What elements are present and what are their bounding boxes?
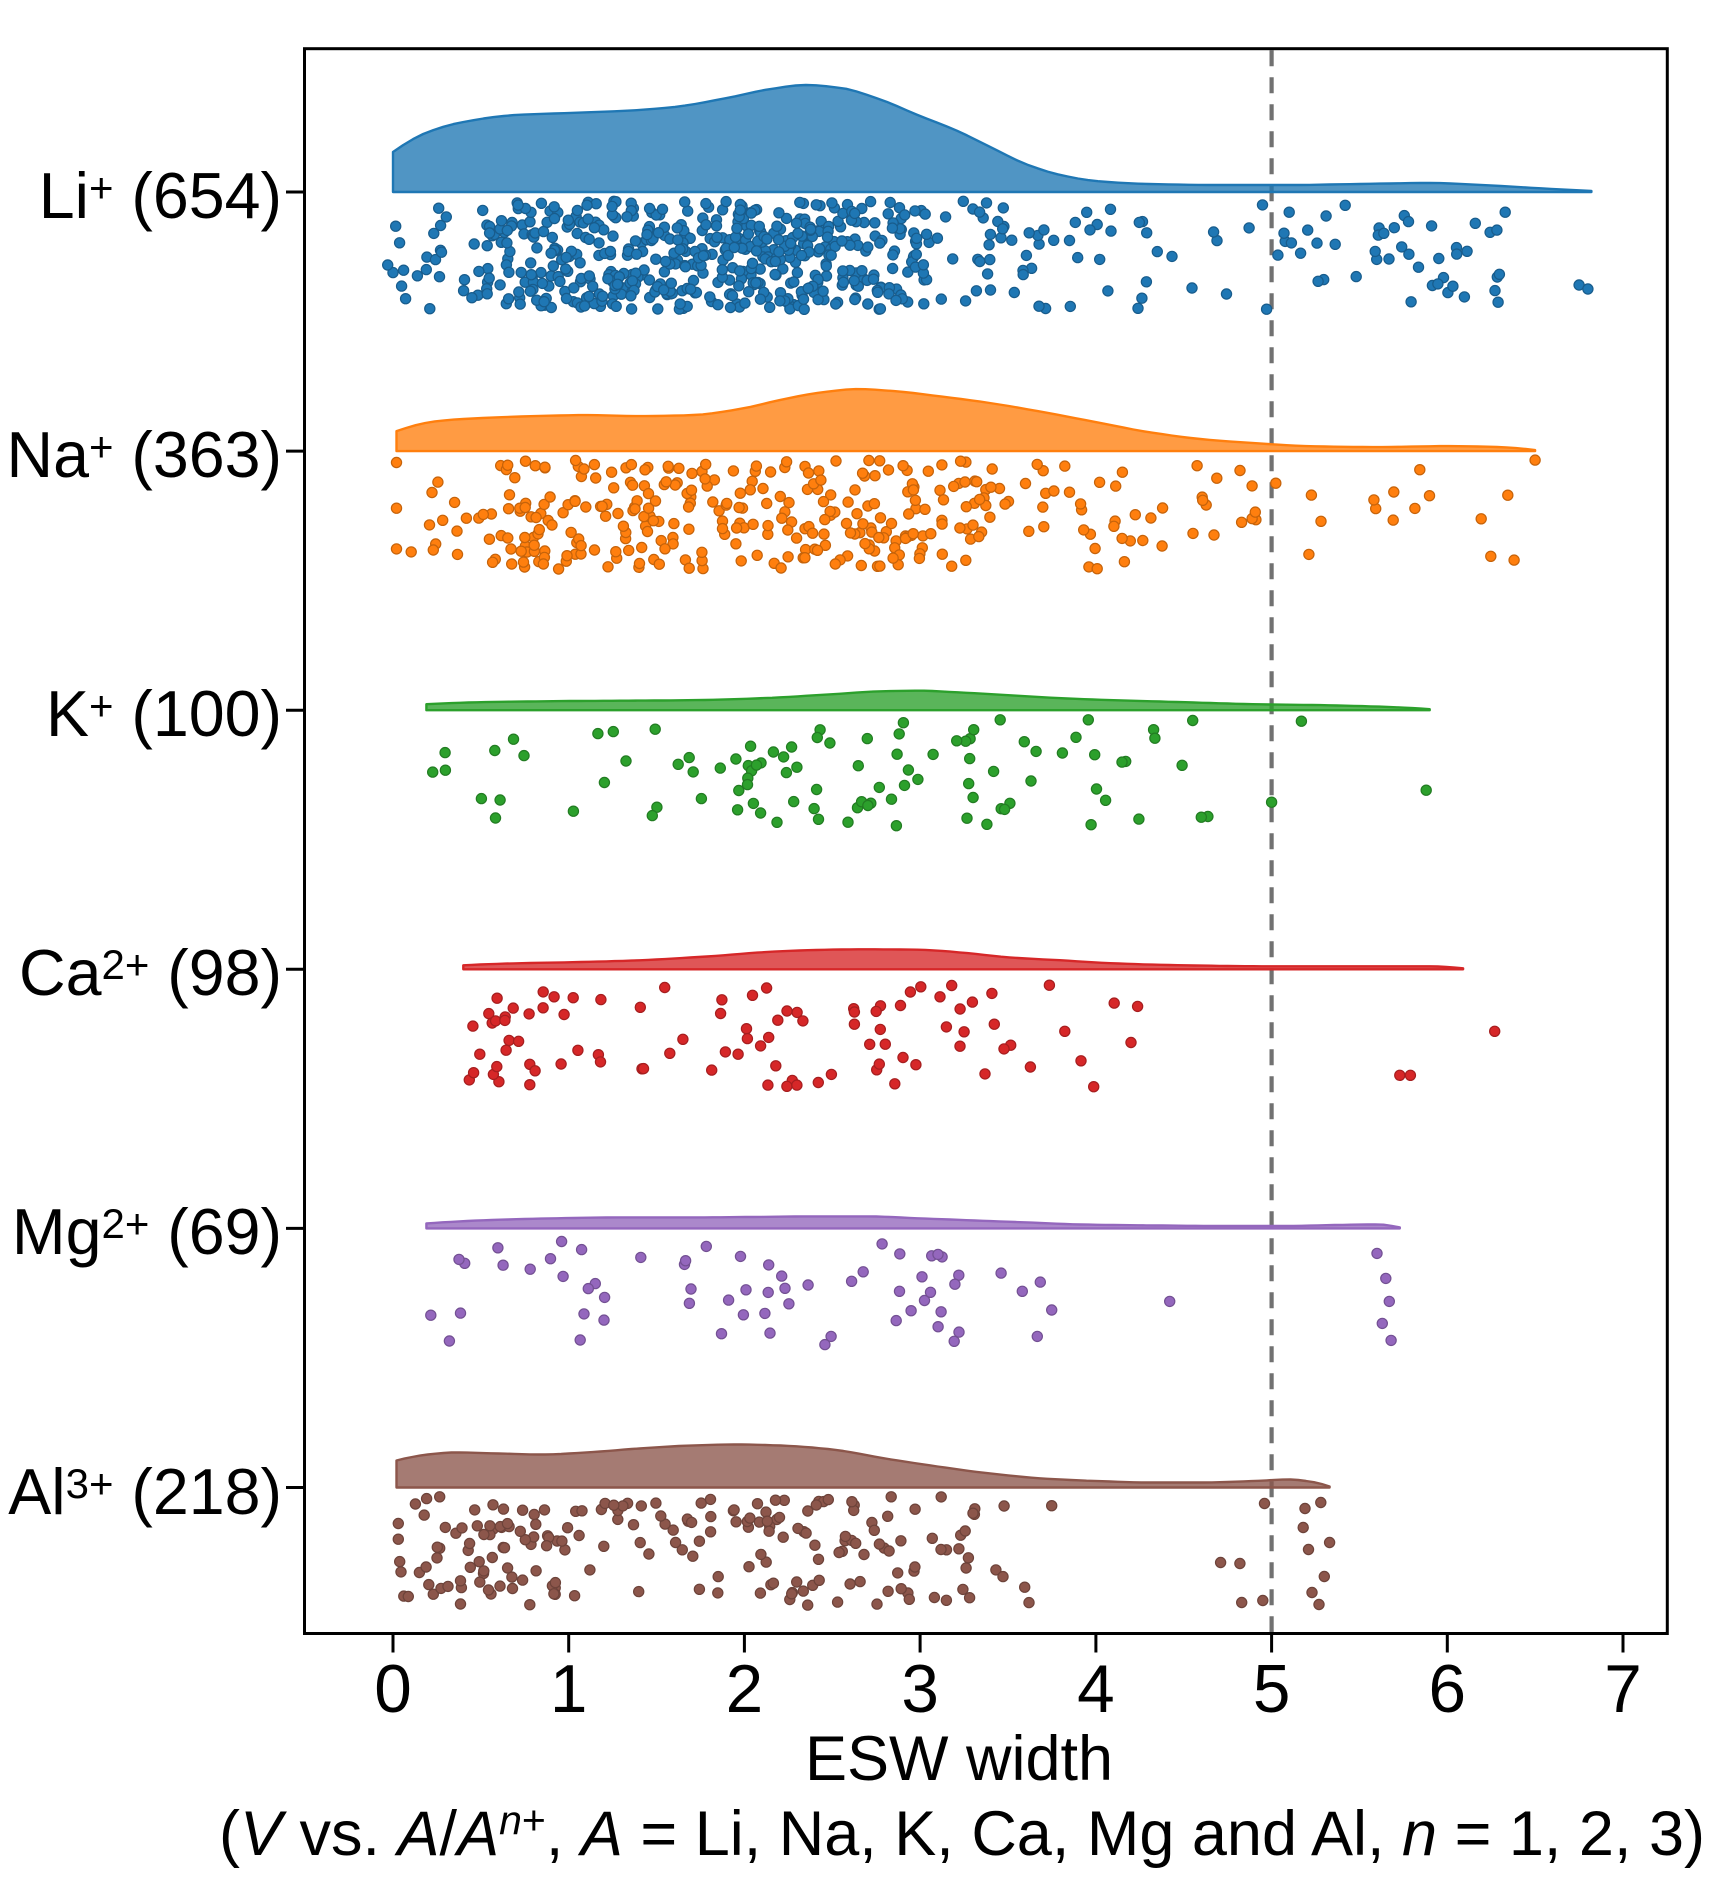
svg-text:Li+ (654): Li+ (654) [39, 160, 282, 232]
svg-text:4: 4 [1077, 1652, 1115, 1727]
svg-text:Ca2+ (98): Ca2+ (98) [19, 937, 282, 1009]
svg-text:Al3+ (218): Al3+ (218) [8, 1456, 282, 1528]
svg-text:6: 6 [1429, 1652, 1467, 1727]
svg-text:K+ (100): K+ (100) [46, 678, 282, 750]
svg-text:2: 2 [726, 1652, 764, 1727]
svg-text:(V vs. A/An+, A = Li, Na, K, C: (V vs. A/An+, A = Li, Na, K, Ca, Mg and … [219, 1797, 1705, 1869]
svg-text:7: 7 [1604, 1652, 1642, 1727]
svg-text:0: 0 [374, 1652, 412, 1727]
svg-text:1: 1 [550, 1652, 588, 1727]
svg-text:Na+ (363): Na+ (363) [7, 419, 282, 491]
svg-text:5: 5 [1253, 1652, 1291, 1727]
svg-text:3: 3 [901, 1652, 939, 1727]
svg-text:ESW width: ESW width [805, 1724, 1113, 1794]
